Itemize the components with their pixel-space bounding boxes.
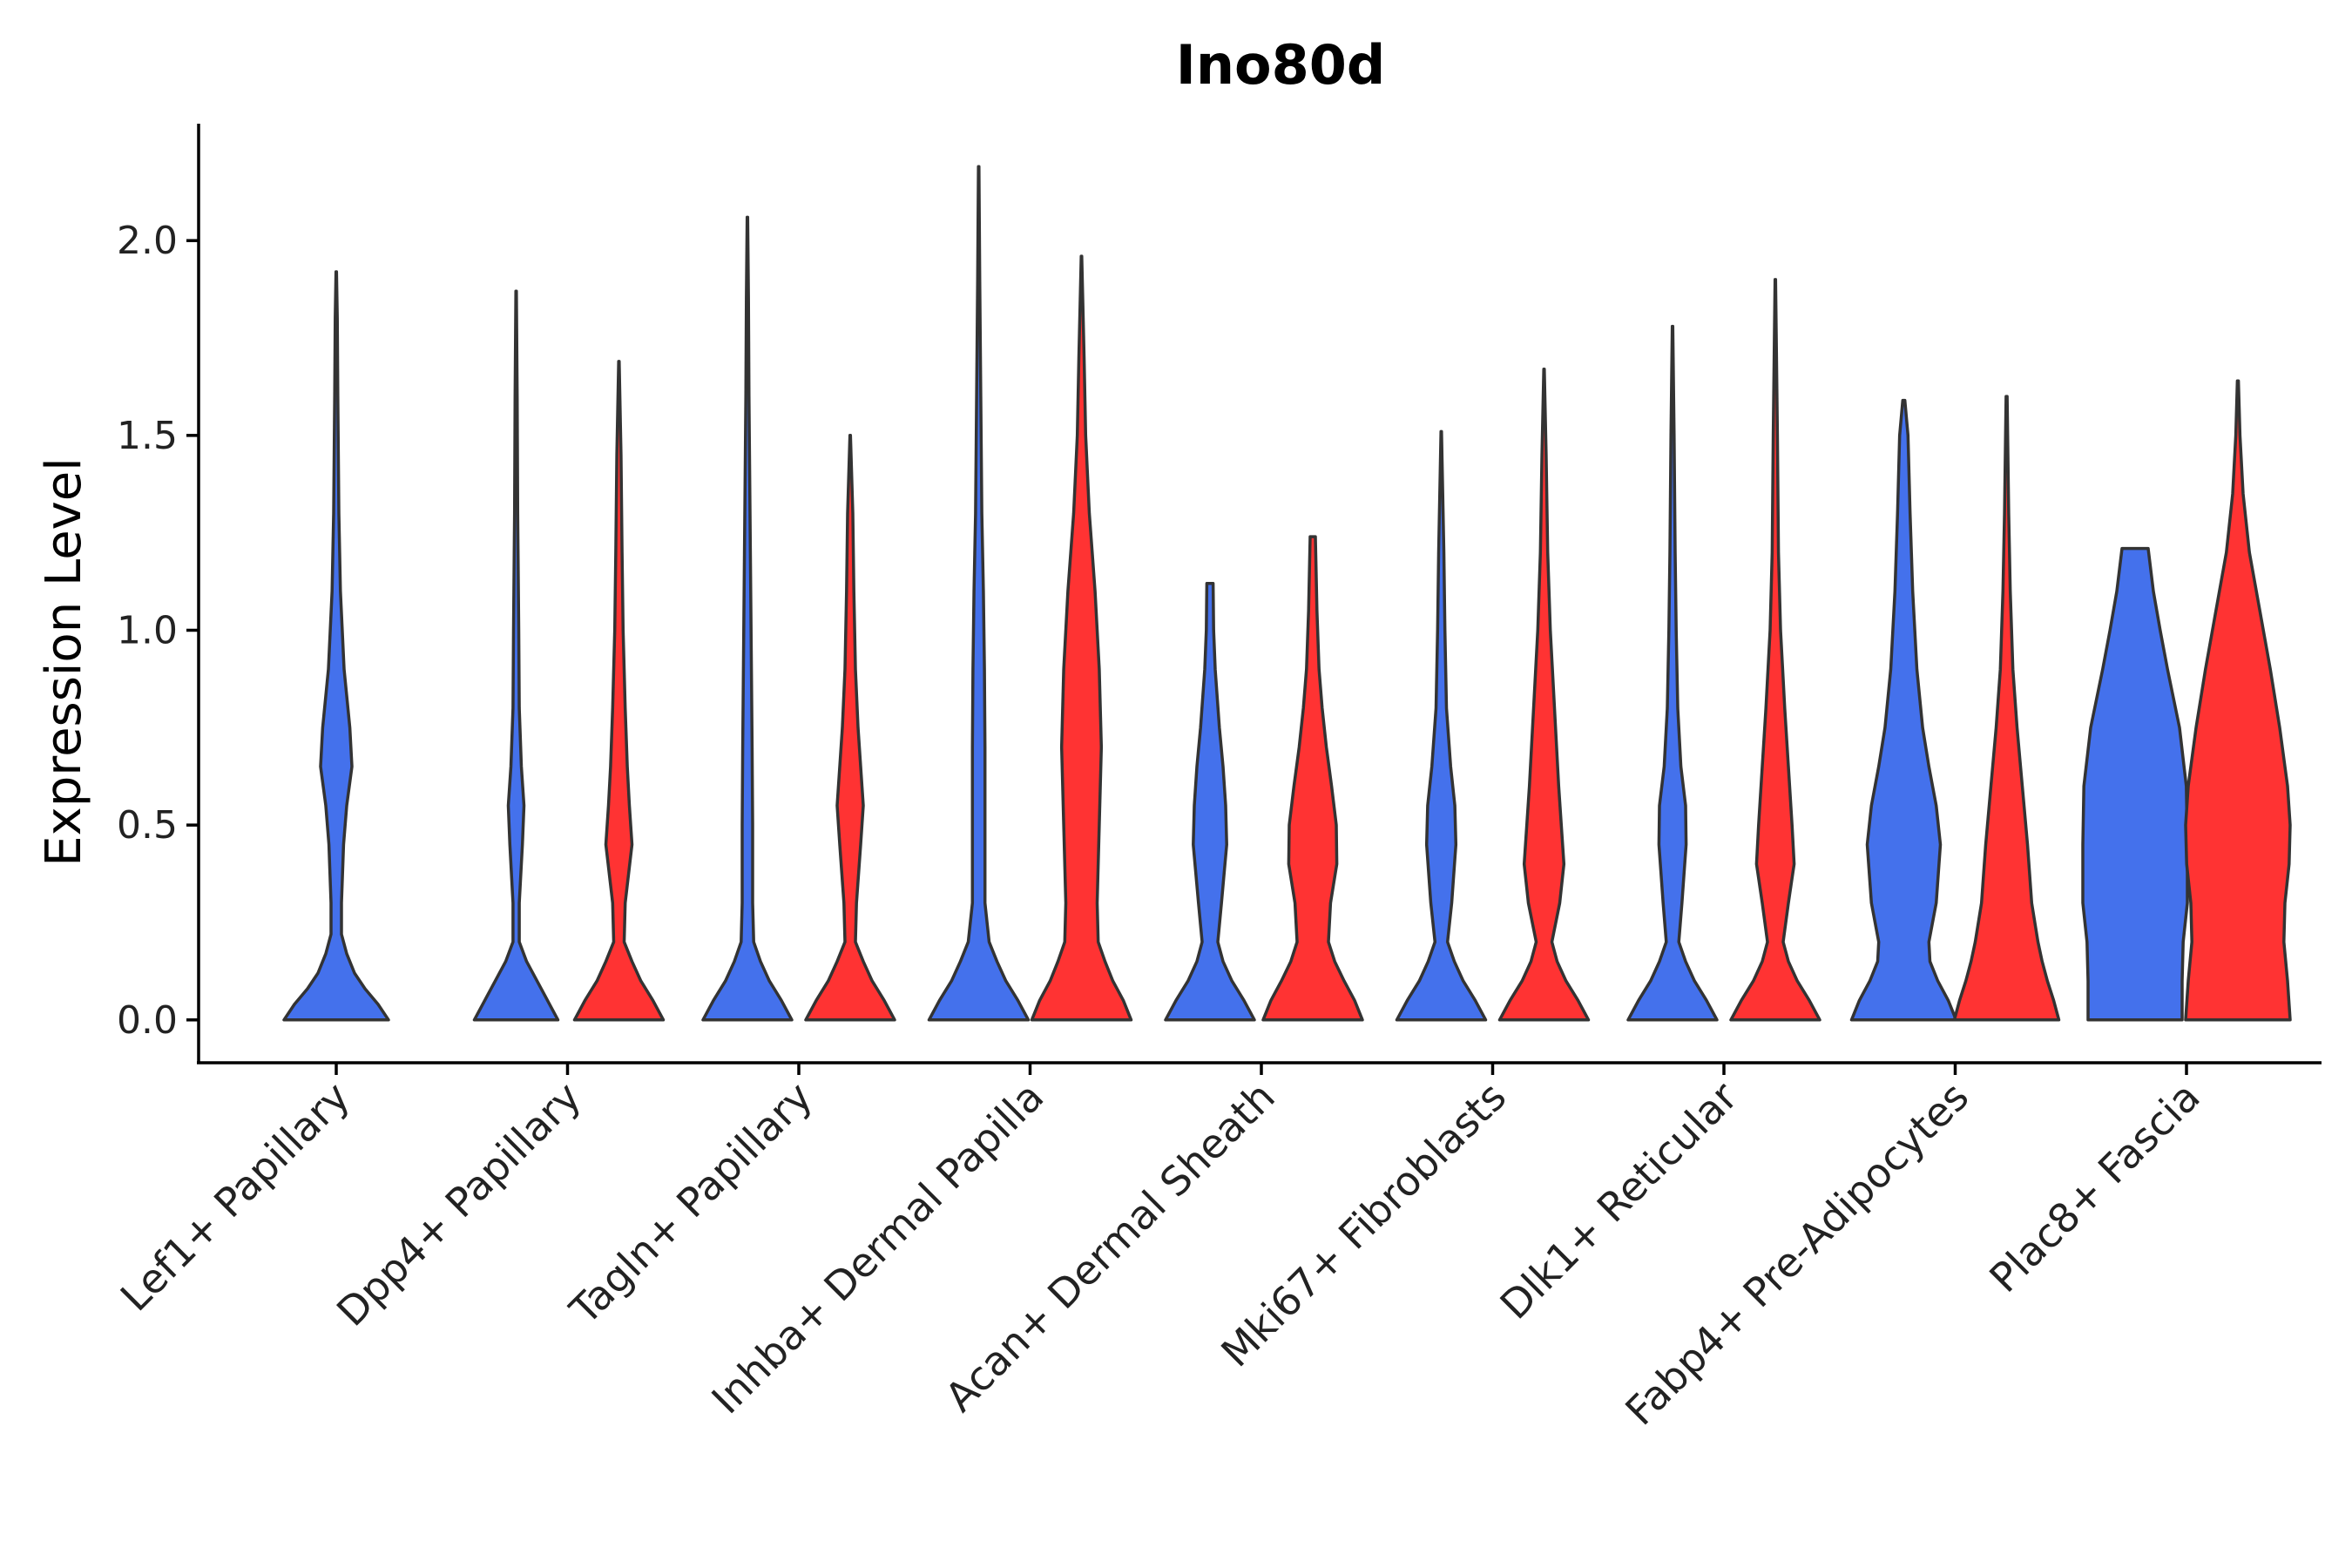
violin-blue-5 (1395, 429, 1488, 1022)
violin-blue-4 (1164, 582, 1256, 1022)
y-tick-label: 0.5 (117, 803, 178, 848)
y-axis-label: Expression Level (36, 457, 92, 867)
chart-title: Ino80d (1176, 33, 1385, 97)
y-tick-label: 1.5 (117, 414, 178, 458)
violin-blue-1 (472, 289, 560, 1022)
violin-blue-0 (282, 270, 390, 1022)
axes (197, 124, 2322, 1064)
violin-blue-7 (1849, 398, 1958, 1022)
violin-red-3 (1030, 254, 1133, 1022)
x-tick-label: Tagln+ Papillary (560, 1073, 821, 1335)
violin-blue-8 (2081, 546, 2189, 1022)
violin-blue-6 (1626, 324, 1719, 1022)
violin-red-6 (1729, 278, 1821, 1022)
violin-red-4 (1261, 535, 1364, 1022)
y-tick-label: 1.0 (117, 608, 178, 652)
violin-red-8 (2184, 379, 2292, 1022)
violin-red-1 (572, 360, 666, 1022)
violin-red-5 (1497, 368, 1591, 1022)
violin-layer (282, 165, 2292, 1022)
y-tick-label: 0.0 (117, 998, 178, 1043)
x-tick-label: Dpp4+ Papillary (328, 1073, 590, 1335)
violin-red-7 (1952, 395, 2061, 1022)
violin-blue-3 (927, 165, 1031, 1022)
x-tick-label: Lef1+ Papillary (112, 1073, 359, 1321)
violin-blue-2 (701, 215, 794, 1022)
y-ticks: 0.0 0.5 1.0 1.5 2.0 (117, 219, 199, 1043)
x-tick-label: Dlk1+ Reticular (1491, 1073, 1747, 1328)
x-tick-label: Plac8+ Fascia (1980, 1073, 2208, 1301)
y-tick-label: 2.0 (117, 219, 178, 263)
violin-red-2 (804, 434, 896, 1022)
